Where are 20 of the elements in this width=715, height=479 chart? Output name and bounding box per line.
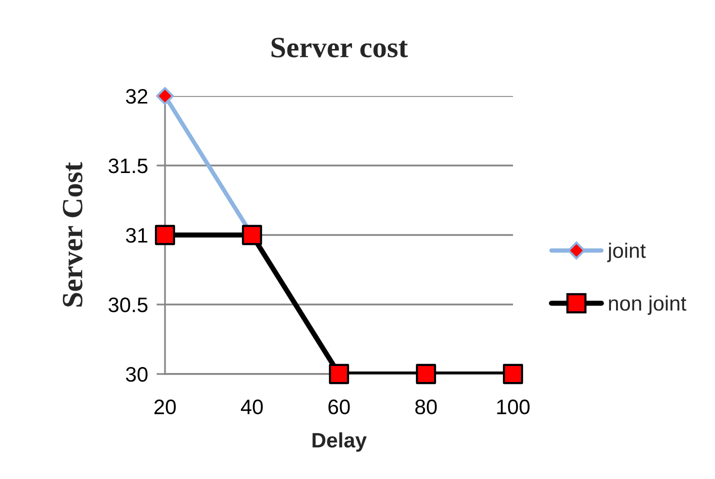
point — [328, 364, 350, 384]
point — [502, 364, 524, 384]
chart-title: Server cost — [272, 38, 408, 58]
legend-label: non joint — [609, 295, 686, 315]
x-axis-title: Delay — [312, 432, 367, 452]
y-tick-label: 31.5 — [108, 158, 148, 174]
x-tick-label: 100 — [497, 400, 530, 414]
x-tick-label: 40 — [240, 400, 263, 414]
y-tick-label: 32 — [126, 89, 148, 104]
x-tick-label: 20 — [154, 400, 176, 414]
legend-label: joint — [607, 242, 646, 262]
y-axis-title: Server Cost — [62, 162, 82, 306]
y-tick-label: 30 — [126, 367, 148, 382]
point — [416, 364, 436, 384]
y-tick-label: 30.5 — [108, 298, 148, 312]
point — [154, 224, 176, 246]
point — [156, 87, 174, 105]
x-tick-label: 80 — [415, 400, 437, 414]
y-tick-label: 31 — [126, 228, 148, 243]
x-tick-label: 60 — [328, 400, 350, 414]
